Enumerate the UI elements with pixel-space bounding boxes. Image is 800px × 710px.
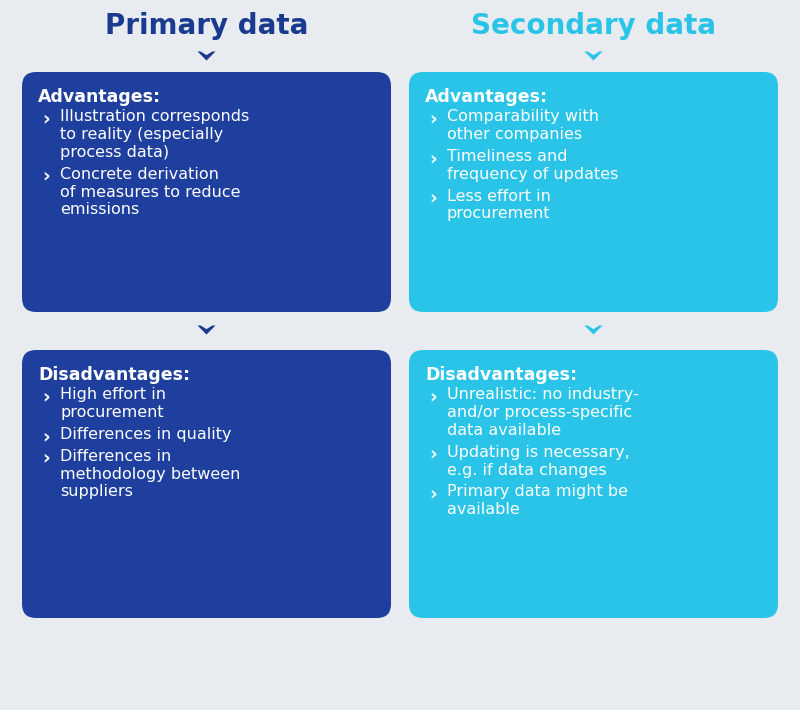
Text: ›: › — [429, 189, 437, 207]
Text: Differences in quality: Differences in quality — [60, 427, 231, 442]
Text: procurement: procurement — [60, 405, 164, 420]
FancyBboxPatch shape — [22, 350, 391, 618]
Text: Disadvantages:: Disadvantages: — [38, 366, 190, 384]
Text: Updating is necessary,: Updating is necessary, — [447, 444, 630, 460]
Text: emissions: emissions — [60, 202, 139, 217]
Text: Timeliness and: Timeliness and — [447, 149, 567, 164]
Text: Illustration corresponds: Illustration corresponds — [60, 109, 250, 124]
Text: to reality (especially: to reality (especially — [60, 127, 223, 142]
Text: ›: › — [429, 444, 437, 464]
Text: ›: › — [42, 167, 50, 186]
Text: ›: › — [429, 387, 437, 406]
FancyBboxPatch shape — [22, 72, 391, 312]
Text: Comparability with: Comparability with — [447, 109, 599, 124]
Text: other companies: other companies — [447, 127, 582, 142]
Text: ›: › — [429, 149, 437, 168]
Text: frequency of updates: frequency of updates — [447, 167, 618, 182]
Text: Primary data might be: Primary data might be — [447, 484, 628, 499]
Polygon shape — [198, 325, 215, 334]
Text: process data): process data) — [60, 145, 169, 160]
Text: Disadvantages:: Disadvantages: — [425, 366, 577, 384]
Text: ›: › — [429, 109, 437, 129]
FancyBboxPatch shape — [409, 72, 778, 312]
Text: procurement: procurement — [447, 207, 550, 222]
Text: Advantages:: Advantages: — [38, 88, 161, 106]
Polygon shape — [585, 52, 602, 60]
Text: Concrete derivation: Concrete derivation — [60, 167, 219, 182]
Text: ›: › — [42, 427, 50, 446]
Text: ›: › — [42, 109, 50, 129]
FancyBboxPatch shape — [409, 350, 778, 618]
Text: Primary data: Primary data — [105, 12, 308, 40]
Text: methodology between: methodology between — [60, 466, 240, 481]
Text: ›: › — [429, 484, 437, 503]
Polygon shape — [585, 325, 602, 334]
Text: ›: › — [42, 387, 50, 406]
Text: data available: data available — [447, 423, 561, 438]
Text: suppliers: suppliers — [60, 484, 133, 499]
Text: High effort in: High effort in — [60, 387, 166, 403]
Text: Unrealistic: no industry-: Unrealistic: no industry- — [447, 387, 639, 403]
Text: e.g. if data changes: e.g. if data changes — [447, 462, 606, 478]
Text: Advantages:: Advantages: — [425, 88, 548, 106]
Text: ›: › — [42, 449, 50, 468]
Text: available: available — [447, 502, 520, 517]
Text: Less effort in: Less effort in — [447, 189, 551, 204]
Text: Differences in: Differences in — [60, 449, 171, 464]
Polygon shape — [198, 52, 215, 60]
Text: Secondary data: Secondary data — [471, 12, 716, 40]
Text: and/or process-specific: and/or process-specific — [447, 405, 632, 420]
Text: of measures to reduce: of measures to reduce — [60, 185, 241, 200]
